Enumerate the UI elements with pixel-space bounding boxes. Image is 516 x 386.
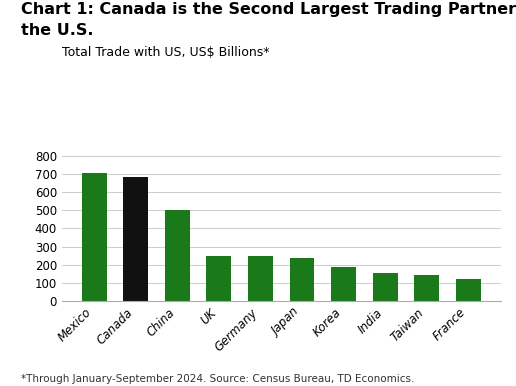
Bar xyxy=(82,173,107,301)
Text: *Through January-September 2024. Source: Census Bureau, TD Economics.: *Through January-September 2024. Source:… xyxy=(21,374,414,384)
Bar xyxy=(289,258,314,301)
Bar xyxy=(248,256,273,301)
Bar xyxy=(414,276,439,301)
Bar xyxy=(373,273,397,301)
Text: the U.S.: the U.S. xyxy=(21,23,93,38)
Text: Chart 1: Canada is the Second Largest Trading Partner to: Chart 1: Canada is the Second Largest Tr… xyxy=(21,2,516,17)
Bar xyxy=(331,267,356,301)
Bar xyxy=(456,279,480,301)
Text: Total Trade with US, US$ Billions*: Total Trade with US, US$ Billions* xyxy=(62,46,269,59)
Bar xyxy=(123,177,148,301)
Bar xyxy=(206,256,231,301)
Bar xyxy=(165,210,190,301)
